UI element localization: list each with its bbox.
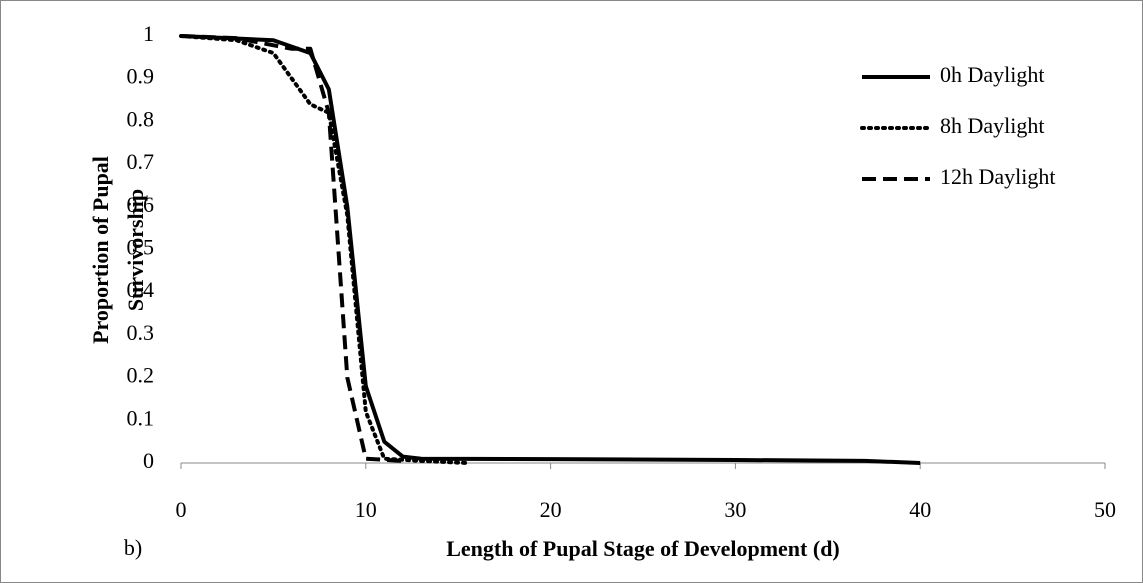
y-axis-label: Survivorship xyxy=(123,189,148,311)
x-tick-label: 10 xyxy=(355,497,377,522)
line-series xyxy=(179,34,470,465)
x-tick-label: 40 xyxy=(909,497,931,522)
y-tick-label: 0.4 xyxy=(127,277,155,302)
annotation: b) xyxy=(124,535,142,560)
y-tick-label: 1 xyxy=(143,21,154,46)
y-tick-label: 0.2 xyxy=(127,363,155,388)
y-axis-label: Proportion of Pupal xyxy=(88,156,113,344)
line-series xyxy=(180,34,403,463)
x-axis-label: Length of Pupal Stage of Development (d) xyxy=(446,536,840,561)
x-tick-label: 20 xyxy=(540,497,562,522)
y-tick-label: 0.5 xyxy=(127,235,155,260)
y-tick-label: 0.7 xyxy=(127,149,155,174)
y-tick-label: 0.8 xyxy=(127,106,155,131)
y-tick-label: 0.1 xyxy=(127,405,155,430)
x-tick-label: 50 xyxy=(1094,497,1116,522)
y-tick-label: 0 xyxy=(143,448,154,473)
y-tick-label: 0.9 xyxy=(127,64,155,89)
y-tick-label: 0.6 xyxy=(127,192,155,217)
legend-label: 0h Daylight xyxy=(940,62,1045,87)
x-tick-label: 30 xyxy=(724,497,746,522)
legend-label: 8h Daylight xyxy=(940,113,1045,138)
legend-label: 12h Daylight xyxy=(940,164,1056,189)
x-tick-label: 0 xyxy=(176,497,187,522)
y-tick-label: 0.3 xyxy=(127,320,155,345)
